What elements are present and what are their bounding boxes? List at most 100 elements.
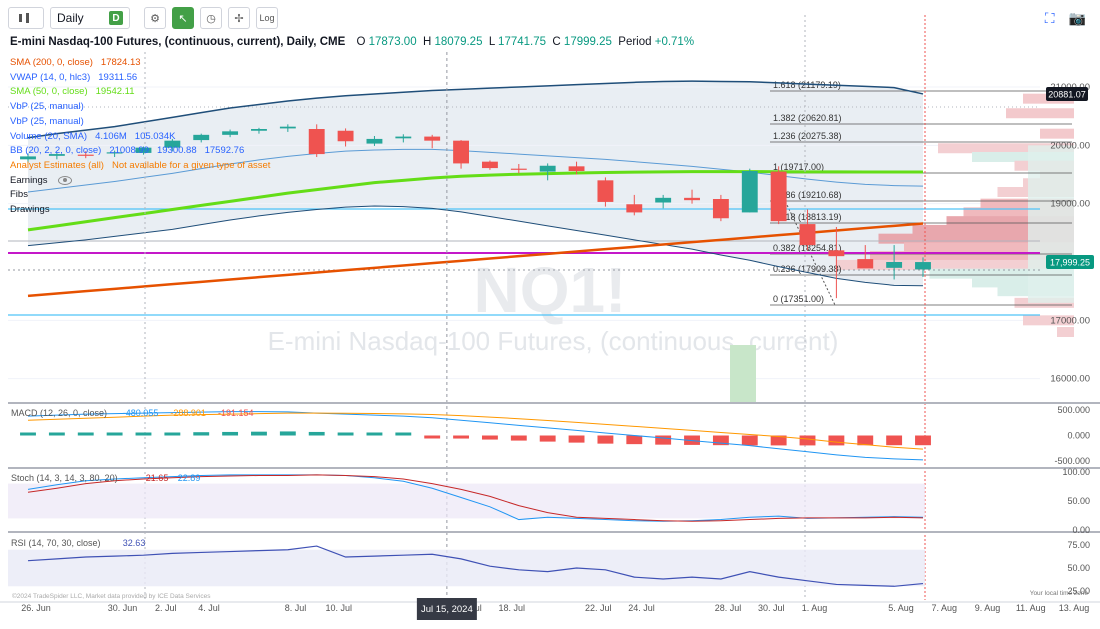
interval-label: Daily: [57, 11, 84, 25]
candle-body: [741, 171, 758, 213]
indicator-label: BB (20, 2, 2, 0, close): [10, 145, 102, 157]
macd-histogram-bar: [481, 435, 498, 440]
indicator-label: Fibs: [10, 189, 28, 201]
indicator-label: Volume (20, SMA): [10, 130, 88, 142]
close-label: C: [552, 36, 561, 48]
price-badge-bb: [1046, 86, 1088, 101]
macd-axis-label: -500.000: [1054, 456, 1090, 466]
symbol-header: E-mini Nasdaq-100 Futures, (continuous, …: [10, 36, 694, 48]
candle-body: [453, 140, 470, 164]
macd-legend-value: -480.055: [123, 408, 159, 418]
replay-button[interactable]: ◷: [200, 7, 222, 29]
low-value: 17741.75: [498, 36, 547, 48]
bollinger-fill: [28, 81, 923, 286]
log-scale-button[interactable]: Log: [256, 7, 278, 29]
symbol-title: E-mini Nasdaq-100 Futures, (continuous, …: [10, 36, 346, 48]
macd-histogram-bar: [568, 435, 585, 443]
volume-profile-bar: [1040, 128, 1074, 139]
macd-histogram-bar: [193, 432, 210, 436]
indicator-value: 19311.56: [98, 71, 138, 83]
macd-histogram-bar: [915, 435, 931, 446]
candle-body: [193, 134, 210, 141]
volume-profile-bar: [972, 152, 1074, 162]
stoch-legend-value: 22.89: [178, 473, 201, 483]
time-axis-label: 11. Aug: [1016, 603, 1046, 613]
settings-button[interactable]: ⚙: [144, 7, 166, 29]
macd-histogram-bar: [886, 435, 903, 446]
indicator-label: Analyst Estimates (all): [10, 159, 104, 171]
macd-histogram-bar: [597, 435, 614, 444]
volume-profile-bar: [1014, 297, 1074, 308]
compare-button[interactable]: ✢: [228, 7, 250, 29]
macd-histogram-bar: [655, 435, 672, 445]
indicator-label: VbP (25, manual): [10, 115, 84, 127]
indicator-row[interactable]: SMA (50, 0, close) 19542.11: [10, 86, 135, 97]
stoch-axis-label: 0.00: [1072, 525, 1090, 535]
volume-profile-bar: [1006, 108, 1074, 119]
indicator-label: Earnings: [10, 174, 48, 186]
indicator-value: 19300.88: [156, 145, 197, 157]
close-value: 17999.25: [563, 36, 612, 48]
macd-line: [27, 411, 924, 461]
candles-icon: [19, 13, 29, 23]
macd-histogram-bar: [770, 435, 787, 446]
indicator-value: 17592.76: [204, 145, 245, 157]
candle-body: [684, 197, 700, 201]
indicator-label: VWAP (14, 0, hlc3): [10, 71, 91, 83]
indicator-row[interactable]: BB (20, 2, 2, 0, close) 21008.99 19300.88 1…: [10, 145, 244, 156]
indicator-row[interactable]: VbP (25, manual): [10, 101, 84, 112]
price-badge-last-text: 17,999.25: [1050, 258, 1090, 268]
price-axis-label: 20000.00: [1050, 140, 1090, 151]
candle-body: [77, 154, 94, 156]
macd-histogram-bar: [279, 431, 296, 436]
candle-body: [222, 131, 239, 135]
indicator-row[interactable]: Earnings: [10, 175, 72, 186]
time-axis-label: 7. Aug: [931, 603, 957, 613]
indicator-row[interactable]: VWAP (14, 0, hlc3) 19311.56: [10, 72, 137, 83]
drawing-tool-button[interactable]: ↖: [172, 7, 194, 29]
candle-body: [424, 136, 441, 141]
indicator-row[interactable]: VbP (25, manual): [10, 116, 84, 127]
macd-histogram-bar: [539, 435, 556, 442]
indicator-value: 105.034K: [134, 130, 176, 142]
volume-profile-bar: [963, 207, 1074, 218]
volume-profile-bar: [1057, 327, 1074, 337]
time-axis-label: 4. Jul: [198, 603, 220, 613]
candle-body: [308, 129, 325, 155]
indicator-row[interactable]: Volume (20, SMA) 4.106M 105.034K: [10, 131, 175, 142]
camera-icon[interactable]: 📷: [1068, 10, 1086, 26]
candle-body: [164, 140, 181, 148]
indicator-label: VbP (25, manual): [10, 101, 84, 113]
macd-histogram-bar: [395, 432, 412, 436]
macd-histogram-bar: [308, 431, 325, 436]
chart-type-button[interactable]: [8, 7, 44, 29]
time-axis-label: 5. Aug: [888, 603, 914, 613]
fullscreen-icon[interactable]: ⛶: [1044, 10, 1055, 26]
low-label: L: [488, 36, 495, 48]
time-axis-label: 1. Aug: [802, 603, 828, 613]
time-axis-label: 22. Jul: [585, 603, 612, 613]
candle-body: [915, 262, 931, 270]
indicator-label: Drawings: [10, 204, 50, 215]
stoch-legend-value: 21.65: [146, 473, 169, 483]
time-axis-label: 24. Jul: [628, 603, 655, 613]
macd-histogram-bar: [424, 435, 441, 439]
volume-profile-bar: [1023, 315, 1074, 326]
rsi-legend-value: 32.63: [123, 538, 146, 548]
indicator-row[interactable]: Fibs: [10, 189, 28, 200]
macd-histogram-bar: [164, 432, 181, 436]
interval-select[interactable]: Daily D: [50, 7, 130, 29]
candle-body: [20, 156, 36, 160]
candle-body: [337, 130, 354, 142]
stoch-legend-label: Stoch (14, 3, 14, 3, 80, 20): [11, 473, 118, 483]
indicator-row[interactable]: Drawings: [10, 204, 50, 215]
toolbar: Daily D ⚙ ↖ ◷ ✢ Log: [0, 0, 1100, 36]
eye-icon[interactable]: [57, 175, 72, 185]
time-axis-label: 10. Jul: [325, 603, 352, 613]
fib-level-label: 1 (19717.00): [773, 162, 824, 172]
indicator-row[interactable]: SMA (200, 0, close) 17824.13: [10, 57, 141, 68]
indicator-row[interactable]: Analyst Estimates (all) Not available for…: [10, 160, 270, 171]
macd-histogram-bar: [106, 432, 123, 436]
candle-body: [568, 166, 585, 171]
